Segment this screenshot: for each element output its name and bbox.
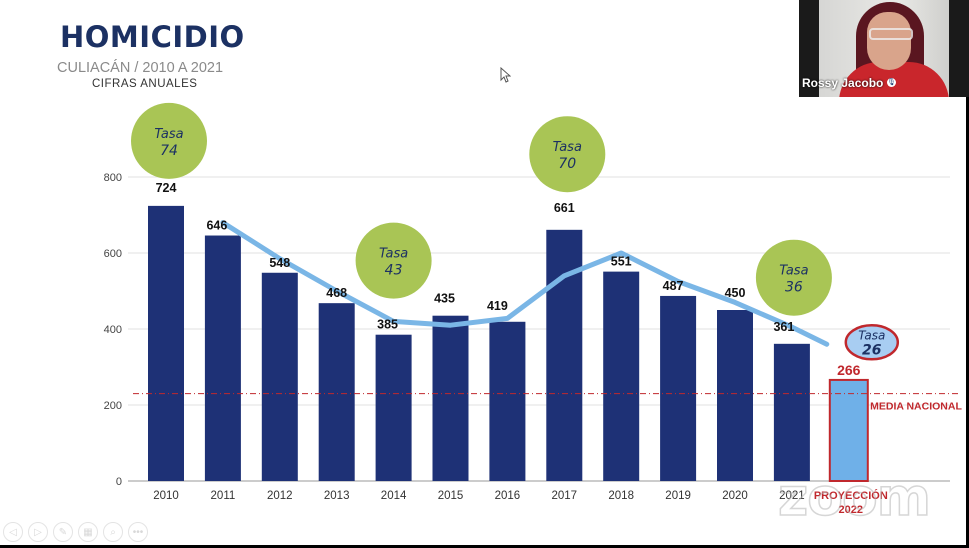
bar [546,229,583,481]
bar-value-label: 487 [663,279,684,293]
bar [204,235,241,481]
bar-value-label: 468 [326,286,347,300]
pen-icon[interactable]: ✎ [53,522,73,542]
slide-subtitle: CULIACÁN / 2010 A 2021 [57,60,224,76]
x-tick-label: 2020 [722,490,748,502]
bar-value-label: 646 [206,219,227,233]
bar-value-label: 419 [487,299,508,313]
media-nacional-label: MEDIA NACIONAL [870,401,962,413]
participant-name: Rossy Jacobo [802,76,884,90]
rate-bubble [755,239,832,316]
bar [660,295,697,481]
x-tick-label: 2015 [438,490,464,502]
rate-bubble [844,324,900,361]
y-tick-label: 400 [104,324,122,336]
x-tick-label: 2014 [381,490,407,502]
video-person-face [867,12,911,70]
slides-icon[interactable]: ▦ [78,522,98,542]
y-tick-label: 0 [116,476,122,488]
presentation-controls: ◁ ▷ ✎ ▦ ⌕ ••• [3,522,148,542]
bar [603,271,640,481]
x-tick-label: 2011 [211,490,236,502]
bar-value-label: 361 [773,320,794,334]
x-tick-label: 2021 [779,490,805,502]
projection-x-label: PROYECCIÓN [814,489,888,502]
bar-value-label: 551 [611,255,632,269]
bar [375,334,412,481]
x-tick-label: 2012 [267,490,293,502]
bar-value-label: 450 [725,286,746,300]
bar [489,321,526,481]
video-person-glasses [869,28,913,40]
x-tick-label: 2016 [495,490,521,502]
bar [432,315,469,481]
y-tick-label: 800 [104,172,122,184]
rate-bubble-value: 74 [160,143,178,159]
x-tick-label: 2018 [608,490,634,502]
bar-value-label: 548 [269,256,290,270]
rate-bubble [355,222,432,299]
rate-bubble [529,116,606,193]
projection-year-label: 2022 [839,504,863,516]
rate-bubble-label: Tasa [779,264,808,279]
x-tick-label: 2017 [552,490,578,502]
slide-subtitle-annual: CIFRAS ANUALES [92,78,198,90]
rate-bubble [131,102,207,179]
rate-bubble-label: Tasa [858,328,885,342]
rate-bubble-label: Tasa [154,127,183,142]
x-tick-label: 2010 [153,490,179,502]
bar-value-label: 385 [377,318,398,332]
next-icon[interactable]: ▷ [28,522,48,542]
rate-bubble-value: 70 [558,156,576,172]
x-tick-label: 2013 [324,490,350,502]
rate-bubble-label: Tasa [379,247,408,262]
x-tick-label: 2019 [665,490,691,502]
bar [261,272,298,481]
bar-value-label: 435 [434,292,455,306]
rate-bubble-value: 43 [385,263,403,279]
more-icon[interactable]: ••• [128,522,148,542]
projection-value-label: 266 [837,362,861,378]
rate-bubble-value: 26 [862,342,882,358]
participant-video[interactable]: Rossy Jacobo 🎙 [799,0,969,97]
projection-bar [828,378,869,483]
rate-bubble-value: 36 [785,280,803,296]
trend-line [220,220,830,347]
y-tick-label: 600 [104,248,122,260]
rate-bubble-label: Tasa [553,140,582,155]
bar-value-label: 724 [156,181,177,195]
bar-value-label: 661 [554,201,575,215]
bar [148,205,184,481]
slide-title: HOMICIDIO [60,20,245,54]
bar [717,310,753,481]
bar [318,303,355,481]
y-tick-label: 200 [104,400,122,412]
mouse-cursor-icon [500,66,512,88]
previous-icon[interactable]: ◁ [3,522,23,542]
zoom-watermark: zoom [777,467,931,529]
microphone-icon: 🎙 [887,78,896,87]
zoom-magnifier-icon[interactable]: ⌕ [103,522,123,542]
bar [773,343,810,481]
